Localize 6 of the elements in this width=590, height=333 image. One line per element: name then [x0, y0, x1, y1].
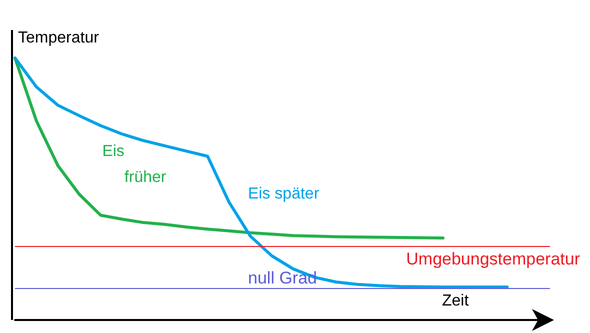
ref-line-label: null Grad [248, 268, 317, 288]
ref-line-label: Umgebungstemperatur [406, 250, 580, 269]
x-axis-title: Zeit [442, 292, 470, 310]
y-axis-title: Temperatur [18, 30, 100, 46]
series-label: Eis später [248, 186, 320, 203]
series-label: Eis früher [102, 142, 167, 186]
